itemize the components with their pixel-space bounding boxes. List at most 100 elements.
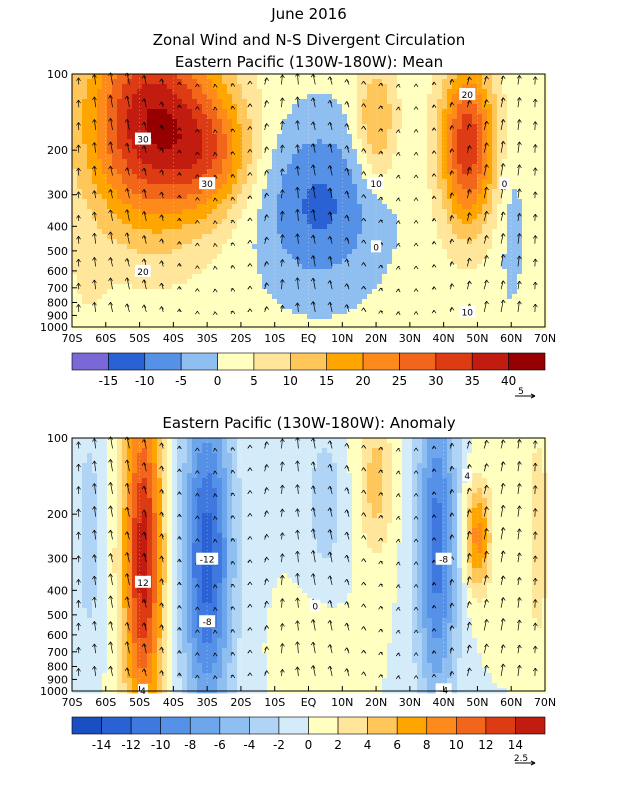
field-cell xyxy=(367,149,373,155)
field-cell xyxy=(227,239,233,245)
field-cell xyxy=(167,274,173,280)
field-cell xyxy=(517,74,523,80)
field-cell xyxy=(537,189,543,195)
field-cell xyxy=(302,154,308,160)
field-cell xyxy=(142,129,148,135)
field-cell xyxy=(282,279,288,285)
field-cell xyxy=(407,269,413,275)
wind-vector-head xyxy=(484,99,489,103)
field-cell xyxy=(122,204,128,210)
field-cell xyxy=(257,229,263,235)
field-cell xyxy=(517,114,523,120)
field-cell xyxy=(227,264,233,270)
field-cell xyxy=(222,264,228,270)
field-cell xyxy=(512,284,518,290)
field-cell xyxy=(342,244,348,250)
field-cell xyxy=(307,144,313,150)
field-cell xyxy=(127,194,133,200)
field-cell xyxy=(167,304,173,310)
field-cell xyxy=(77,269,83,275)
field-cell xyxy=(402,304,408,310)
field-cell xyxy=(132,269,138,275)
field-cell xyxy=(527,109,533,115)
field-cell xyxy=(227,244,233,250)
field-cell xyxy=(112,114,118,120)
field-cell xyxy=(317,79,323,85)
field-cell xyxy=(377,234,383,240)
field-cell xyxy=(182,204,188,210)
field-cell xyxy=(367,279,373,285)
field-cell xyxy=(152,179,158,185)
field-cell xyxy=(262,84,268,90)
field-cell xyxy=(392,279,398,285)
field-cell xyxy=(237,79,243,85)
field-cell xyxy=(317,299,323,305)
field-cell xyxy=(402,89,408,95)
field-cell xyxy=(197,269,203,275)
field-cell xyxy=(307,114,313,120)
field-cell xyxy=(437,129,443,135)
field-cell xyxy=(307,124,313,130)
field-cell xyxy=(352,219,358,225)
field-cell xyxy=(447,224,453,230)
field-cell xyxy=(357,74,363,80)
field-cell xyxy=(277,104,283,110)
field-cell xyxy=(177,229,183,235)
field-cell xyxy=(502,269,508,275)
field-cell xyxy=(287,199,293,205)
field-cell xyxy=(112,99,118,105)
field-cell xyxy=(492,129,498,135)
field-cell xyxy=(357,319,363,325)
field-cell xyxy=(487,279,493,285)
field-cell xyxy=(467,294,473,300)
field-cell xyxy=(167,194,173,200)
field-cell xyxy=(422,184,428,190)
field-cell xyxy=(342,274,348,280)
field-cell xyxy=(192,204,198,210)
field-cell xyxy=(377,254,383,260)
field-cell xyxy=(87,269,93,275)
field-cell xyxy=(507,264,513,270)
field-cell xyxy=(477,204,483,210)
field-cell xyxy=(522,299,528,305)
field-cell xyxy=(482,139,488,145)
field-cell xyxy=(117,254,123,260)
field-cell xyxy=(502,209,508,215)
field-cell xyxy=(402,164,408,170)
field-cell xyxy=(262,224,268,230)
field-cell xyxy=(472,119,478,125)
field-cell xyxy=(537,319,543,325)
field-cell xyxy=(412,259,418,265)
field-cell xyxy=(227,94,233,100)
wind-vector-head xyxy=(344,101,350,105)
field-cell xyxy=(527,209,533,215)
field-cell xyxy=(197,254,203,260)
field-cell xyxy=(342,114,348,120)
field-cell xyxy=(132,234,138,240)
field-cell xyxy=(367,224,373,230)
field-cell xyxy=(312,189,318,195)
field-cell xyxy=(102,174,108,180)
field-cell xyxy=(487,309,493,315)
field-cell xyxy=(192,264,198,270)
field-cell xyxy=(232,224,238,230)
field-cell xyxy=(522,119,528,125)
field-cell xyxy=(397,144,403,150)
field-cell xyxy=(162,194,168,200)
field-cell xyxy=(497,244,503,250)
field-cell xyxy=(122,304,128,310)
field-cell xyxy=(257,234,263,240)
field-cell xyxy=(257,199,263,205)
field-cell xyxy=(122,129,128,135)
field-cell xyxy=(472,144,478,150)
field-cell xyxy=(167,269,173,275)
field-cell xyxy=(437,314,443,320)
field-cell xyxy=(107,224,113,230)
field-cell xyxy=(392,214,398,220)
field-cell xyxy=(222,309,228,315)
field-cell xyxy=(507,164,513,170)
field-cell xyxy=(182,174,188,180)
field-cell xyxy=(212,304,218,310)
field-cell xyxy=(267,244,273,250)
field-cell xyxy=(347,174,353,180)
